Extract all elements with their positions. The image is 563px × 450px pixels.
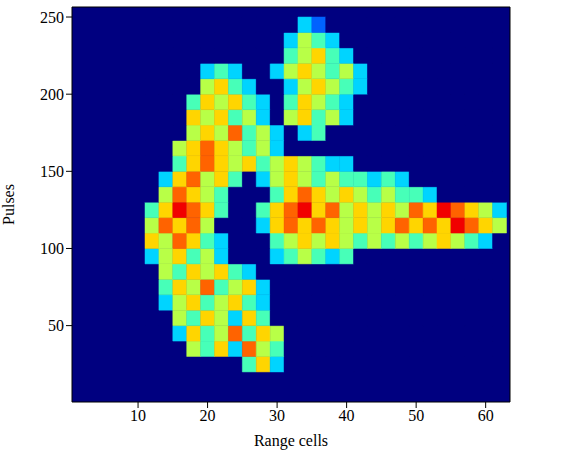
- svg-text:250: 250: [40, 9, 64, 26]
- svg-text:60: 60: [478, 407, 494, 424]
- svg-text:30: 30: [269, 407, 285, 424]
- svg-text:Pulses: Pulses: [0, 184, 17, 225]
- svg-text:10: 10: [130, 407, 146, 424]
- svg-text:150: 150: [40, 163, 64, 180]
- svg-text:50: 50: [48, 317, 64, 334]
- svg-text:200: 200: [40, 86, 64, 103]
- svg-text:Range cells: Range cells: [254, 432, 328, 450]
- svg-text:50: 50: [408, 407, 424, 424]
- svg-text:40: 40: [339, 407, 355, 424]
- svg-text:20: 20: [200, 407, 216, 424]
- svg-text:100: 100: [40, 240, 64, 257]
